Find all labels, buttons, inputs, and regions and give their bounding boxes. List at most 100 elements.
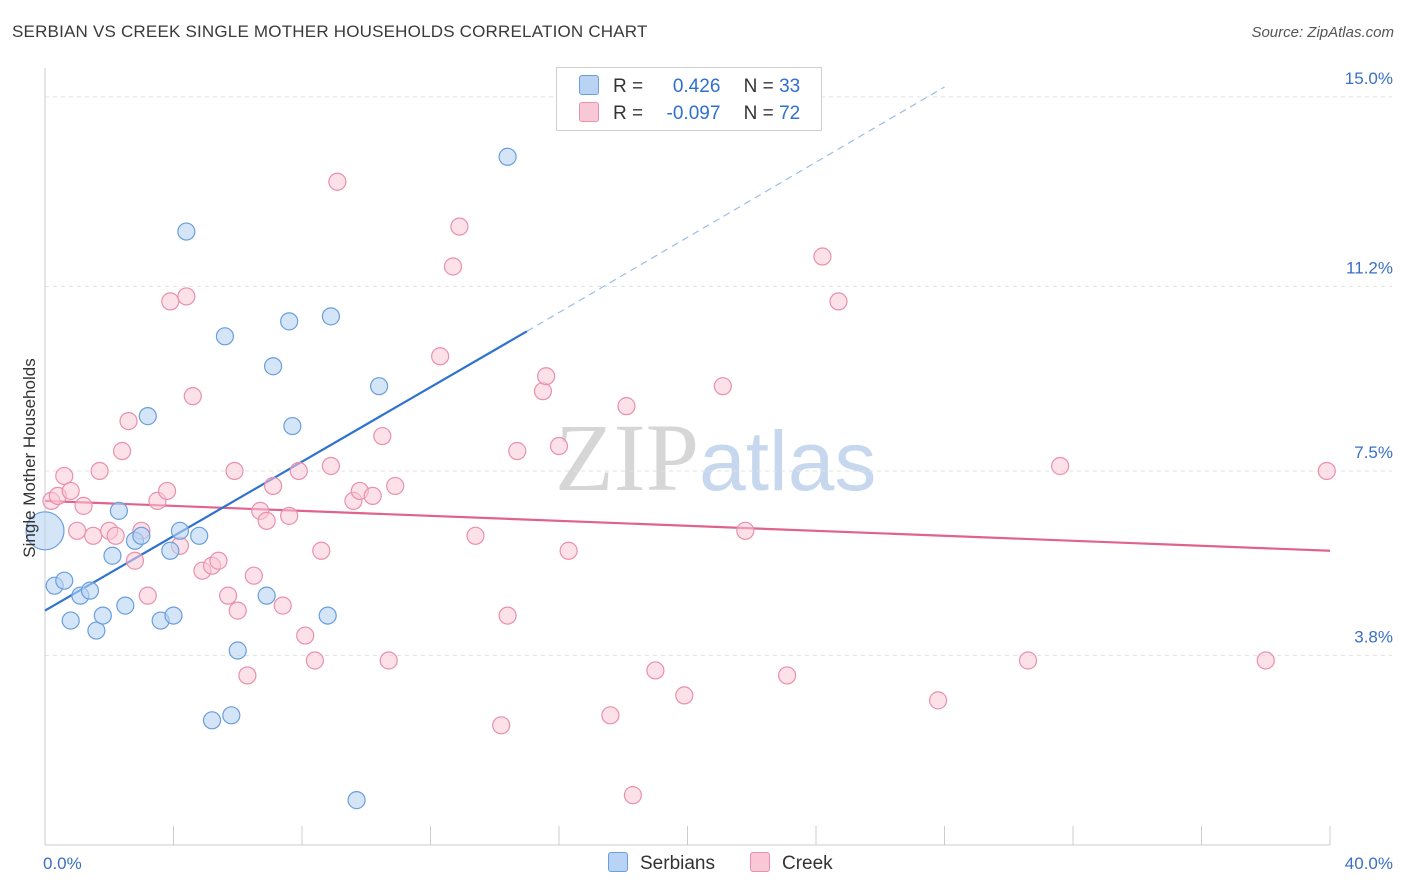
creek-point	[675, 686, 694, 705]
creek-point	[559, 541, 578, 560]
creek-point	[177, 287, 196, 306]
legend-item-label: Serbians	[640, 853, 715, 874]
creek-point	[1051, 456, 1070, 476]
creek-point	[219, 586, 238, 605]
creek-point	[498, 606, 517, 625]
creek-point	[623, 786, 642, 805]
creek-point	[296, 626, 315, 645]
creek-point	[312, 541, 331, 560]
creek-point	[280, 506, 299, 525]
x-tick-label: 0.0%	[43, 854, 82, 873]
creek-point	[106, 526, 125, 545]
serbians-point	[138, 407, 157, 426]
creek-point	[450, 217, 469, 236]
creek-point	[161, 292, 180, 311]
serbians-point	[228, 641, 247, 660]
serbians-points	[25, 147, 517, 810]
serbians-point	[132, 526, 151, 545]
creek-point	[257, 511, 276, 530]
creek-point	[183, 387, 202, 406]
creek-point	[84, 526, 103, 545]
creek-point	[225, 461, 244, 481]
serbians-point	[215, 327, 234, 346]
serbians-point	[347, 791, 366, 810]
y-tick-label: 11.2%	[1346, 258, 1393, 277]
legend-n-value: 72	[779, 103, 801, 124]
creek-point	[601, 706, 620, 725]
legend-n-value: 33	[779, 76, 801, 97]
creek-point	[209, 551, 228, 570]
serbians-point	[103, 546, 122, 565]
serbians-swatch	[579, 75, 599, 95]
series-legend: Serbians Creek	[0, 850, 1406, 878]
trend-lines	[44, 86, 1331, 612]
creek-point	[305, 651, 324, 670]
legend-item-creek: Creek	[750, 850, 833, 878]
serbians-point	[263, 357, 283, 376]
creek-point	[55, 466, 74, 486]
y-tick-label: 7.5%	[1354, 443, 1393, 462]
creek-point	[1256, 651, 1275, 670]
serbians-point	[93, 606, 112, 625]
serbians-point	[161, 541, 180, 560]
creek-point	[928, 691, 948, 710]
creek-point	[443, 257, 463, 276]
axes	[44, 68, 1331, 846]
creek-point	[238, 666, 257, 685]
serbians-point	[257, 586, 276, 605]
creek-point	[431, 347, 450, 366]
y-tick-label: 3.8%	[1354, 627, 1393, 646]
legend-item-serbians: Serbians	[608, 850, 715, 878]
serbians-point	[370, 377, 389, 396]
serbians-point	[164, 606, 183, 625]
creek-point	[549, 436, 569, 456]
serbians-point	[170, 521, 190, 540]
creek-point	[777, 666, 797, 685]
correlation-legend: R = 0.426 N = 33 R = -0.097 N = 72	[556, 67, 822, 131]
creek-point	[1317, 461, 1336, 481]
creek-point	[829, 292, 848, 311]
legend-row-serbians: R = 0.426 N = 33	[579, 74, 800, 100]
legend-r-value: 0.426	[667, 76, 721, 97]
legend-r-value: -0.097	[666, 103, 721, 124]
creek-point	[533, 382, 553, 401]
legend-n-label: N =	[743, 76, 774, 97]
creek-point	[74, 496, 93, 515]
creek-point	[321, 456, 341, 476]
serbians-point	[222, 706, 241, 725]
creek-point	[492, 716, 511, 735]
serbians-point	[190, 526, 209, 545]
creek-point	[138, 586, 157, 605]
creek-point	[363, 486, 382, 506]
creek-swatch	[579, 102, 599, 122]
y-tick-label: 15.0%	[1345, 69, 1393, 88]
serbians-point	[25, 511, 65, 551]
creek-point	[273, 596, 292, 615]
creek-trend-line	[44, 499, 1331, 552]
creek-point	[373, 426, 392, 446]
serbians-trend-extension	[526, 86, 945, 332]
serbians-point	[80, 581, 100, 600]
creek-point	[617, 397, 636, 416]
creek-point	[466, 526, 485, 545]
creek-point	[1018, 651, 1038, 670]
serbians-point	[55, 571, 74, 590]
y-axis-label: Single Mother Households	[20, 358, 39, 557]
serbians-point	[318, 606, 337, 625]
source-label: Source: ZipAtlas.com	[1251, 24, 1394, 41]
legend-item-label: Creek	[782, 853, 833, 874]
serbians-point	[498, 147, 517, 166]
creek-point	[157, 481, 177, 501]
creek-legend-swatch	[750, 852, 770, 872]
serbians-trend-line	[44, 330, 528, 612]
legend-n-label: N =	[743, 103, 774, 124]
creek-point	[125, 551, 145, 570]
creek-point	[386, 476, 405, 496]
chart-title: SERBIAN VS CREEK SINGLE MOTHER HOUSEHOLD…	[12, 22, 648, 41]
creek-points	[42, 172, 1336, 805]
serbians-point	[116, 596, 135, 615]
legend-r-label: R =	[613, 103, 644, 124]
creek-point	[713, 377, 732, 396]
creek-point	[90, 461, 109, 481]
creek-point	[112, 441, 132, 461]
